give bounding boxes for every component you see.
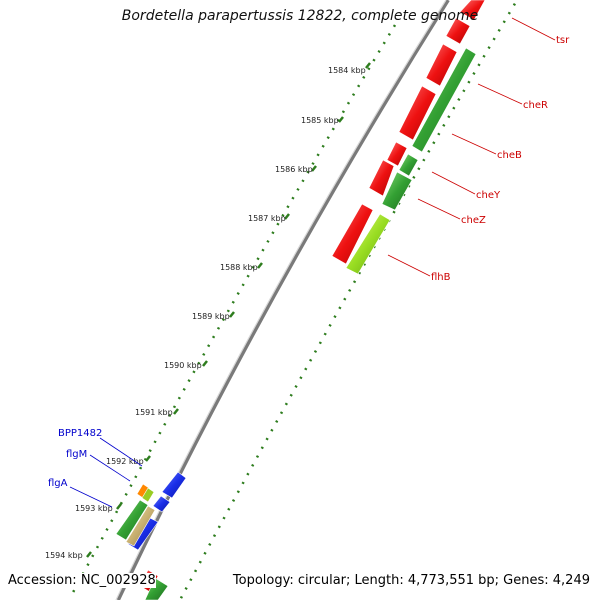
leader-line-cher [477,83,523,105]
tick-track-inner [178,0,519,600]
gene-label-chez[interactable]: cheZ [461,215,486,226]
gene-labels-left: BPP1482 flgM flgA [48,428,143,508]
cds-cher-2[interactable] [398,85,437,141]
map-title: Bordetella parapertussis 12822, complete… [121,8,479,24]
cds-tsr-continuation[interactable] [445,17,471,45]
gene-label-flga[interactable]: flgA [48,478,68,489]
tick-label: 1594 kbp [45,551,83,560]
tick-label: 1592 kbp [106,457,144,466]
major-tick [173,408,179,415]
topology-text: Topology: circular; Length: 4,773,551 bp… [232,573,590,588]
gene-label-cheb[interactable]: cheB [497,150,522,161]
genome-backbone-highlight [115,0,447,600]
cds-chez[interactable] [331,203,374,265]
major-tick [116,503,122,510]
tick-label: 1590 kbp [164,361,202,370]
major-ticks [86,62,371,558]
cds-tsr[interactable] [459,0,486,21]
major-tick [338,116,344,123]
cds-chey[interactable] [368,159,395,197]
cds-green-2[interactable] [398,153,419,177]
gene-label-cher[interactable]: cheR [523,100,548,111]
leader-line-flga [69,486,113,508]
tick-track-outer [68,24,397,599]
gene-label-flhb[interactable]: flhB [431,272,451,283]
leader-line-chey [431,171,476,195]
gene-label-tsr[interactable]: tsr [556,35,570,46]
major-tick [202,360,208,367]
cds-green-left-1[interactable] [115,499,149,541]
cds-blue-1[interactable] [161,471,187,499]
flagellar-cluster [115,471,187,551]
cds-flhb[interactable] [345,213,391,275]
major-tick [229,311,235,318]
cds-green-1[interactable] [411,47,477,153]
gene-label-chey[interactable]: cheY [476,190,501,201]
tick-label: 1591 kbp [135,408,173,417]
major-tick [365,62,371,69]
cds-cher-1[interactable] [425,43,458,87]
forward-cds-track [139,0,486,593]
cds-blue-2[interactable] [152,495,171,513]
genome-backbone [116,0,450,600]
cds-flgm[interactable] [141,487,155,503]
leader-line-chez [417,198,461,220]
major-tick [145,455,151,462]
tick-label: 1593 kbp [75,504,113,513]
leader-line-flgm [89,454,131,482]
leader-line-tsr [511,17,556,41]
tick-label: 1586 kbp [275,165,313,174]
cds-green-3[interactable] [381,171,413,211]
reverse-cds-track [144,47,477,600]
tick-labels: 1584 kbp 1585 kbp 1586 kbp 1587 kbp 1588… [45,66,366,560]
major-tick [257,262,263,269]
tick-label: 1588 kbp [220,263,258,272]
tick-label: 1584 kbp [328,66,366,75]
gene-labels-right: tsr cheR cheB cheY cheZ flhB [387,17,570,283]
accession-text: Accession: NC_002928 [8,573,156,588]
tick-label: 1585 kbp [301,116,339,125]
major-tick [311,165,317,172]
tick-label: 1587 kbp [248,214,286,223]
tick-label: 1589 kbp [192,312,230,321]
gene-label-bpp1482[interactable]: BPP1482 [58,428,102,439]
gene-label-flgm[interactable]: flgM [66,449,87,460]
leader-line-flhb [387,254,431,277]
cds-cheb[interactable] [386,141,408,167]
cds-lower-green-1[interactable] [144,577,169,600]
cds-flga[interactable] [125,505,156,547]
major-tick [86,551,92,558]
leader-line-cheb [451,133,497,155]
leader-line-bpp1482 [99,437,143,467]
major-tick [284,213,290,220]
